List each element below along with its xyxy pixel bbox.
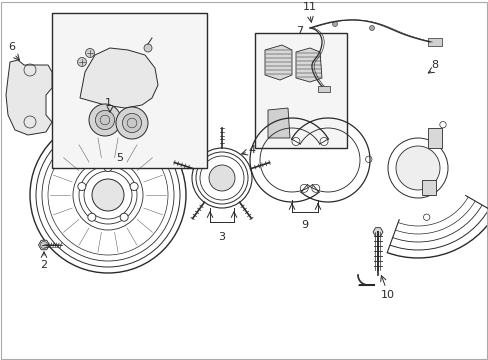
Circle shape [41, 242, 47, 248]
Circle shape [291, 138, 299, 145]
Polygon shape [372, 228, 382, 236]
Polygon shape [295, 48, 321, 82]
Bar [52, 13, 206, 168]
Circle shape [300, 184, 307, 192]
Polygon shape [80, 48, 158, 108]
Text: 8: 8 [430, 60, 438, 70]
Circle shape [395, 146, 439, 190]
Circle shape [104, 163, 112, 171]
Circle shape [88, 213, 96, 221]
Circle shape [439, 121, 445, 128]
Circle shape [77, 58, 86, 67]
Circle shape [369, 26, 374, 31]
Circle shape [423, 214, 429, 220]
Circle shape [130, 183, 138, 190]
Polygon shape [427, 128, 441, 148]
Text: 2: 2 [41, 260, 47, 270]
Circle shape [319, 138, 327, 145]
Circle shape [143, 44, 152, 52]
Circle shape [208, 165, 235, 191]
Text: 7: 7 [296, 26, 303, 36]
Bar [254, 33, 346, 148]
Circle shape [365, 156, 371, 162]
Polygon shape [39, 240, 49, 250]
Bar [427, 38, 441, 46]
Text: 9: 9 [301, 220, 308, 230]
Bar [317, 86, 329, 92]
Circle shape [311, 184, 319, 192]
Polygon shape [421, 180, 435, 195]
Text: 6: 6 [8, 42, 16, 52]
Text: 11: 11 [303, 2, 316, 12]
Circle shape [95, 111, 114, 130]
Polygon shape [264, 45, 291, 80]
Circle shape [78, 183, 86, 190]
Circle shape [89, 104, 121, 136]
Text: 1: 1 [104, 98, 111, 108]
Circle shape [116, 107, 148, 139]
Polygon shape [267, 108, 289, 138]
Text: 5: 5 [116, 153, 123, 163]
Circle shape [92, 179, 124, 211]
Text: 4: 4 [247, 145, 255, 155]
Circle shape [120, 213, 128, 221]
Circle shape [85, 49, 94, 58]
Polygon shape [6, 60, 52, 135]
Circle shape [332, 22, 337, 27]
Text: 3: 3 [218, 232, 225, 242]
Circle shape [122, 113, 142, 132]
Text: 10: 10 [380, 290, 394, 300]
